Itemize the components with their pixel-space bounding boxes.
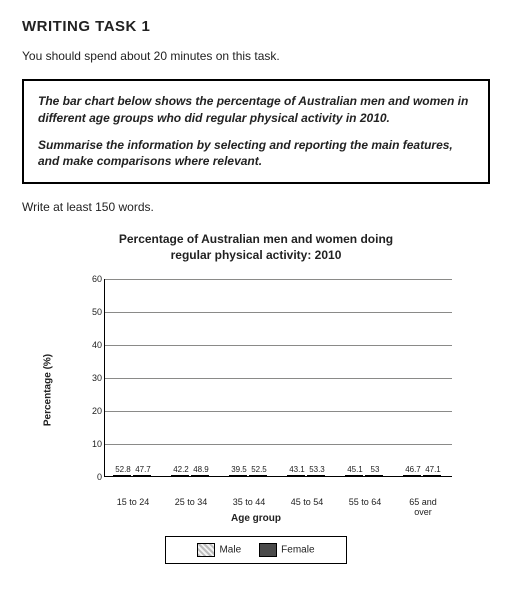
y-tick-label: 50 <box>90 307 102 317</box>
bar-value-label: 42.2 <box>170 465 192 474</box>
bar-value-label: 45.1 <box>344 465 366 474</box>
bar-value-label: 53.3 <box>306 465 328 474</box>
bar-female: 53 <box>365 475 383 477</box>
x-tick-label: 55 to 64 <box>349 497 382 507</box>
chart-title-line1: Percentage of Australian men and women d… <box>119 232 393 246</box>
bar-female: 48.9 <box>191 475 209 477</box>
bar-female: 52.5 <box>249 475 267 477</box>
y-tick-label: 10 <box>90 439 102 449</box>
bar-value-label: 48.9 <box>190 465 212 474</box>
bar-value-label: 39.5 <box>228 465 250 474</box>
bar-female: 47.7 <box>133 475 151 477</box>
legend-swatch-female <box>259 543 277 557</box>
bar-male: 45.1 <box>345 475 363 477</box>
chart-legend: Male Female <box>165 536 347 564</box>
task-page: WRITING TASK 1 You should spend about 20… <box>0 0 512 614</box>
y-axis-label: Percentage (%) <box>43 354 54 426</box>
legend-item-male: Male <box>197 543 241 557</box>
bar-female: 47.1 <box>423 475 441 477</box>
prompt-paragraph-2: Summarise the information by selecting a… <box>38 137 474 171</box>
time-instruction: You should spend about 20 minutes on thi… <box>22 49 490 63</box>
legend-item-female: Female <box>259 543 314 557</box>
bar-female: 53.3 <box>307 475 325 477</box>
bars-container: 52.847.7 42.248.9 39.552.5 43.153.3 45.153 46… <box>104 279 452 477</box>
legend-label-female: Female <box>281 545 314 556</box>
bar-male: 46.7 <box>403 475 421 477</box>
bar-value-label: 47.7 <box>132 465 154 474</box>
x-tick-label: 45 to 54 <box>291 497 324 507</box>
y-tick-label: 0 <box>90 472 102 482</box>
x-tick-label: 35 to 44 <box>233 497 266 507</box>
bar-male: 52.8 <box>113 475 131 477</box>
bar-male: 43.1 <box>287 475 305 477</box>
legend-swatch-male <box>197 543 215 557</box>
bar-value-label: 52.8 <box>112 465 134 474</box>
bar-value-label: 47.1 <box>422 465 444 474</box>
chart-area: Percentage (%) 0102030405060 52.847.742.… <box>56 275 456 505</box>
bar-value-label: 43.1 <box>286 465 308 474</box>
chart-title: Percentage of Australian men and women d… <box>22 232 490 263</box>
y-tick-label: 30 <box>90 373 102 383</box>
legend-label-male: Male <box>219 545 241 556</box>
task-prompt-box: The bar chart below shows the percentage… <box>22 79 490 184</box>
x-tick-label: 65 and over <box>409 497 438 517</box>
bar-value-label: 53 <box>364 465 386 474</box>
bar-value-label: 52.5 <box>248 465 270 474</box>
word-count-instruction: Write at least 150 words. <box>22 200 490 214</box>
page-title: WRITING TASK 1 <box>22 18 490 35</box>
y-tick-label: 40 <box>90 340 102 350</box>
bar-male: 39.5 <box>229 475 247 477</box>
prompt-paragraph-1: The bar chart below shows the percentage… <box>38 93 474 127</box>
y-tick-label: 60 <box>90 274 102 284</box>
x-tick-label: 15 to 24 <box>117 497 150 507</box>
bar-male: 42.2 <box>171 475 189 477</box>
x-tick-label: 25 to 34 <box>175 497 208 507</box>
y-tick-label: 20 <box>90 406 102 416</box>
chart-title-line2: regular physical activity: 2010 <box>171 248 342 262</box>
bar-value-label: 46.7 <box>402 465 424 474</box>
